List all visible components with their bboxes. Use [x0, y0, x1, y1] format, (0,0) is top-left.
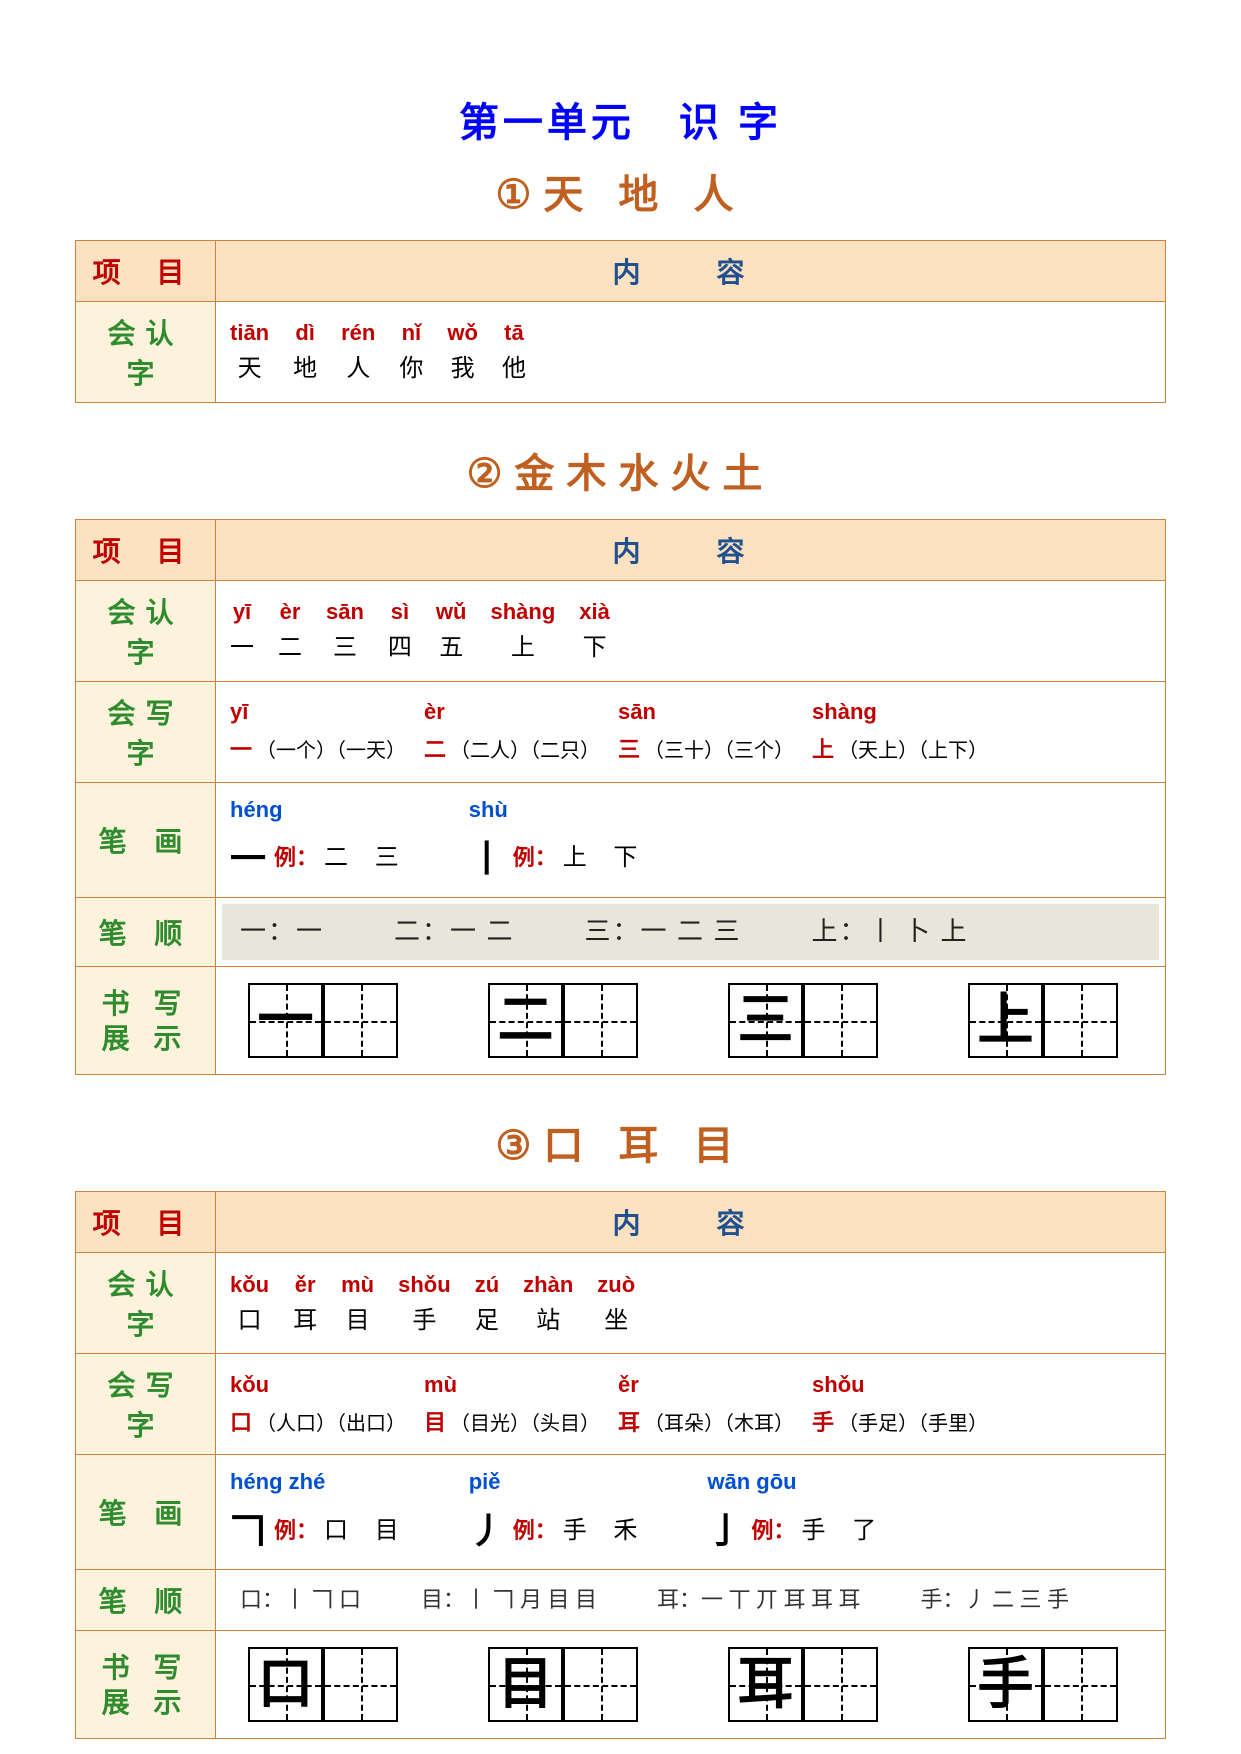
lesson2-strokes: héng一例：二 三shù丨例：上 下 [216, 783, 1166, 898]
unit-title: 第一单元 识 字 [75, 90, 1166, 148]
lesson1-table: 项 目 内 容 会认字 tiān天dì地rén人nǐ你wǒ我tā他 [75, 240, 1166, 403]
lesson3-title: ③口 耳 目 [75, 1113, 1166, 1171]
lesson3-strokes: héng zhé𠃍例：口 目piě丿例：手 禾wān gōu亅例：手 了 [216, 1455, 1166, 1570]
lesson1-recognize: tiān天dì地rén人nǐ你wǒ我tā他 [216, 302, 1166, 403]
lesson2-title: ②金木水火土 [75, 441, 1166, 499]
lesson2-write: yī一（一个）（一天）èr二（二人）（二只）sān三（三十）（三个）shàng上… [216, 682, 1166, 783]
lesson1-title: ①天 地 人 [75, 162, 1166, 220]
col-header-left: 项 目 [76, 241, 216, 302]
lesson2-recognize: yī一èr二sān三sì四wǔ五shàng上xià下 [216, 581, 1166, 682]
row-recognize: 会认字 [76, 302, 216, 403]
lesson3-recognize: kǒu口ěr耳mù目shǒu手zú足zhàn站zuò坐 [216, 1253, 1166, 1354]
col-header-right: 内 容 [216, 241, 1166, 302]
lesson3-write: kǒu口（人口）（出口）mù目（目光）（头目）ěr耳（耳朵）（木耳）shǒu手（… [216, 1354, 1166, 1455]
lesson2-display: 一二三上 [216, 967, 1166, 1075]
lesson3-table: 项 目 内 容 会认字 kǒu口ěr耳mù目shǒu手zú足zhàn站zuò坐 … [75, 1191, 1166, 1739]
lesson2-table: 项 目 内 容 会认字 yī一èr二sān三sì四wǔ五shàng上xià下 会… [75, 519, 1166, 1075]
lesson3-display: 口目耳手 [216, 1631, 1166, 1739]
lesson2-order: 一：一二：一 二三：一 二 三上：丨 卜 上 [216, 897, 1166, 966]
lesson3-order: 口：丨 𠃍 口目：丨 𠃍 月 目 目耳：一 丅 丌 耳 耳 耳手：丿 二 三 手 [216, 1570, 1166, 1631]
